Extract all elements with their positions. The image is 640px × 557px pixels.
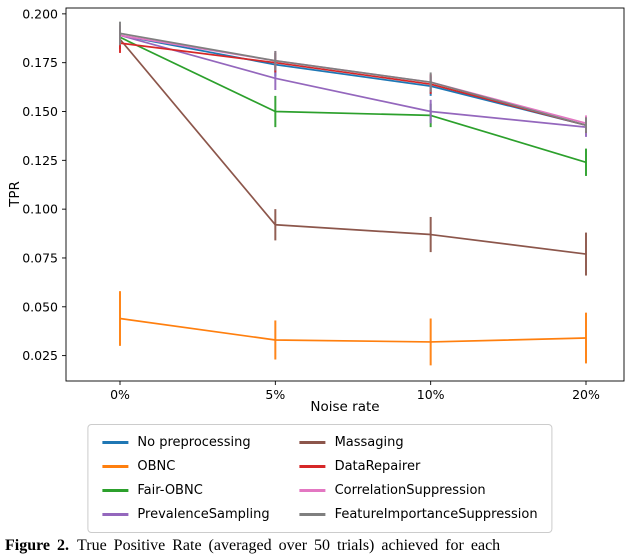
plot-border (65, 7, 625, 382)
y-tick-label: 0.025 (22, 348, 58, 363)
legend-label: OBNC (137, 459, 176, 474)
x-tick-label: 10% (417, 387, 445, 402)
legend-item: PrevalenceSampling (102, 505, 270, 524)
figure-caption-label: Figure 2. (5, 537, 70, 554)
y-tick-label: 0.075 (22, 250, 58, 265)
series-line-obnc (119, 317, 587, 343)
legend-line-swatch (299, 465, 326, 468)
legend-label: DataRepairer (334, 459, 421, 474)
legend-line-swatch (102, 465, 129, 468)
x-tick-label: 5% (265, 387, 285, 402)
legend-line-swatch (102, 513, 129, 516)
series-line-fair-obnc (119, 36, 587, 164)
series-line-datarepairer (119, 42, 587, 126)
legend-item: Fair-OBNC (102, 481, 269, 500)
legend-line-swatch (299, 513, 326, 516)
y-tick-label: 0.100 (22, 202, 58, 217)
legend-item: No preprocessing (102, 433, 269, 452)
legend-item: DataRepairer (299, 457, 538, 476)
legend-item: Massaging (299, 433, 538, 452)
legend-label: Fair-OBNC (137, 483, 203, 498)
y-tick-label: 0.200 (22, 6, 58, 21)
legend-item: CorrelationSuppression (299, 481, 538, 500)
series-line-featureimportancesuppression (119, 32, 587, 126)
series-line-prevalencesampling (119, 34, 587, 128)
legend-column-2: Massaging DataRepairer CorrelationSuppress… (299, 433, 538, 524)
y-tick-label: 0.050 (22, 299, 58, 314)
chart-svg: TPR Noise rate 0.025 0.050 0.075 0.100 0.125… (7, 6, 625, 415)
legend-line-swatch (299, 441, 326, 444)
legend-item: OBNC (102, 457, 269, 476)
series-line-no-preprocessing (119, 34, 587, 126)
chart-legend: No preprocessing OBNC Fair-OBNC PrevalenceS… (87, 424, 553, 533)
figure-caption-text: True Positive Rate (averaged over 50 tri… (77, 537, 501, 554)
x-axis-label: Noise rate (310, 399, 379, 415)
legend-label: FeatureImportanceSuppression (334, 507, 538, 522)
legend-item: FeatureImportanceSuppression (299, 505, 538, 524)
legend-line-swatch (102, 441, 129, 444)
legend-column-1: No preprocessing OBNC Fair-OBNC PrevalenceS… (102, 433, 270, 524)
y-axis-label: TPR (7, 181, 23, 208)
legend-line-swatch (299, 489, 326, 492)
legend-label: CorrelationSuppression (334, 483, 486, 498)
series-line-massaging (119, 38, 587, 255)
figure-caption: Figure 2. True Positive Rate (averaged ov… (5, 537, 635, 555)
legend-label: Massaging (334, 435, 404, 450)
legend-label: PrevalenceSampling (137, 507, 270, 522)
legend-label: No preprocessing (137, 435, 251, 450)
x-tick-label: 0% (110, 387, 130, 402)
legend-line-swatch (102, 489, 129, 492)
x-tick-label: 20% (572, 387, 600, 402)
y-tick-label: 0.150 (22, 104, 58, 119)
y-tick-label: 0.125 (22, 153, 58, 168)
y-tick-label: 0.175 (22, 55, 58, 70)
